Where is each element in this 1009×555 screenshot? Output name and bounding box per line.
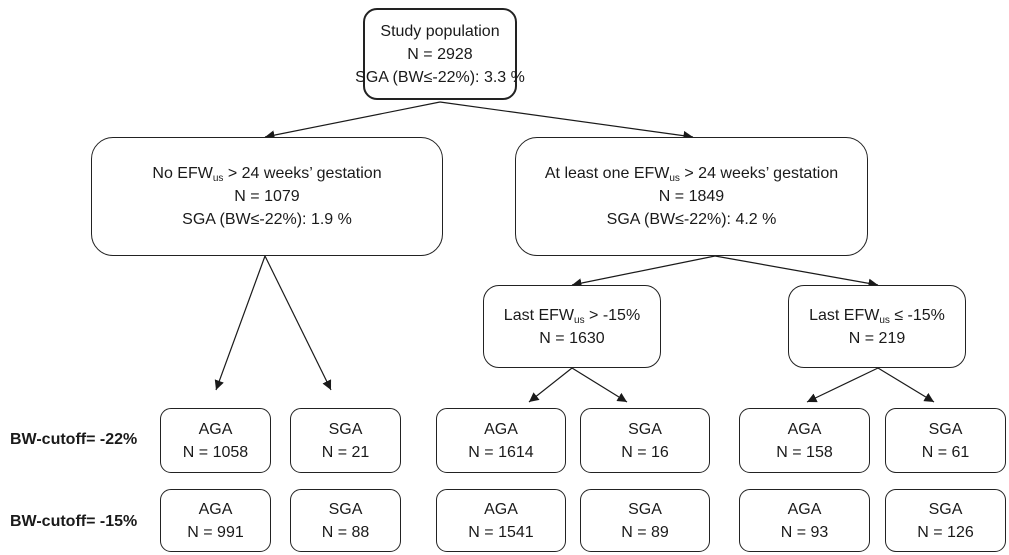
leaf-count: N = 88 xyxy=(321,523,370,541)
root-sga-rate: SGA (BW≤-22%): 3.3 % xyxy=(355,68,525,86)
leaf-count: N = 21 xyxy=(321,443,370,461)
leaf-box: SGA N = 89 xyxy=(580,489,710,552)
last-efw-above-box: Last EFWus > -15% N = 1630 xyxy=(483,285,661,368)
arrow-above-to-aga xyxy=(528,367,573,403)
leaf-box: AGA N = 1058 xyxy=(160,408,271,473)
arrow-left-to-sga xyxy=(264,255,332,391)
efw-sga-rate: SGA (BW≤-22%): 4.2 % xyxy=(606,211,777,228)
root-count: N = 2928 xyxy=(407,45,473,63)
leaf-box: SGA N = 16 xyxy=(580,408,710,473)
leaf-count: N = 126 xyxy=(917,523,974,541)
leaf-box: AGA N = 1614 xyxy=(436,408,566,473)
arrow-above-to-sga xyxy=(571,367,628,403)
leaf-label: AGA xyxy=(787,500,822,518)
leaf-count: N = 16 xyxy=(621,443,669,461)
leaf-count: N = 89 xyxy=(621,523,669,541)
last-efw-below-box: Last EFWus ≤ -15% N = 219 xyxy=(788,285,966,368)
leaf-label: AGA xyxy=(484,420,518,438)
leaf-box: SGA N = 21 xyxy=(290,408,401,473)
leaf-label: SGA xyxy=(628,420,662,438)
leaf-box: AGA N = 93 xyxy=(739,489,870,552)
leaf-box: AGA N = 991 xyxy=(160,489,271,552)
arrow-left-to-aga xyxy=(214,255,266,391)
last-efw-below-title: Last EFWus ≤ -15% xyxy=(809,306,945,326)
no-efw-sga-rate: SGA (BW≤-22%): 1.9 % xyxy=(182,211,352,228)
arrow-root-to-right xyxy=(439,101,694,141)
no-efw-group-box: No EFWus > 24 weeks’ gestation N = 1079 … xyxy=(91,137,443,256)
leaf-count: N = 1541 xyxy=(468,523,534,541)
row-label-cutoff-22: BW-cutoff= -22% xyxy=(10,431,138,448)
leaf-box: SGA N = 88 xyxy=(290,489,401,552)
arrow-root-to-left xyxy=(264,101,441,140)
leaf-label: AGA xyxy=(787,420,822,438)
leaf-label: SGA xyxy=(328,420,363,438)
row-label-cutoff-15: BW-cutoff= -15% xyxy=(10,513,138,530)
last-efw-below-count: N = 219 xyxy=(848,329,906,347)
leaf-count: N = 93 xyxy=(780,523,829,541)
leaf-label: SGA xyxy=(628,500,662,518)
leaf-count: N = 1058 xyxy=(182,443,249,461)
efw-group-box: At least one EFWus > 24 weeks’ gestation… xyxy=(515,137,868,256)
leaf-box: SGA N = 126 xyxy=(885,489,1006,552)
arrow-right-to-below xyxy=(714,255,879,289)
leaf-box: AGA N = 1541 xyxy=(436,489,566,552)
leaf-label: AGA xyxy=(484,500,518,518)
leaf-count: N = 991 xyxy=(187,523,244,541)
study-population-box: Study population N = 2928 SGA (BW≤-22%):… xyxy=(355,8,525,100)
leaf-box: SGA N = 61 xyxy=(885,408,1006,473)
leaf-count: N = 158 xyxy=(776,443,833,461)
arrow-below-to-sga xyxy=(877,367,935,403)
leaf-label: AGA xyxy=(198,420,233,438)
last-efw-above-count: N = 1630 xyxy=(539,329,605,347)
no-efw-title: No EFWus > 24 weeks’ gestation xyxy=(152,165,382,184)
arrow-below-to-aga xyxy=(806,367,879,403)
arrow-right-to-above xyxy=(571,255,716,288)
leaf-label: SGA xyxy=(928,500,963,518)
leaf-count: N = 61 xyxy=(921,443,970,461)
last-efw-above-title: Last EFWus > -15% xyxy=(503,306,641,326)
leaf-label: SGA xyxy=(328,500,363,518)
leaf-count: N = 1614 xyxy=(468,443,534,461)
root-title: Study population xyxy=(380,22,500,40)
no-efw-count: N = 1079 xyxy=(234,188,300,205)
leaf-label: SGA xyxy=(928,420,963,438)
leaf-label: AGA xyxy=(198,500,233,518)
efw-count: N = 1849 xyxy=(658,188,725,205)
efw-title: At least one EFWus > 24 weeks’ gestation xyxy=(544,165,839,184)
leaf-box: AGA N = 158 xyxy=(739,408,870,473)
